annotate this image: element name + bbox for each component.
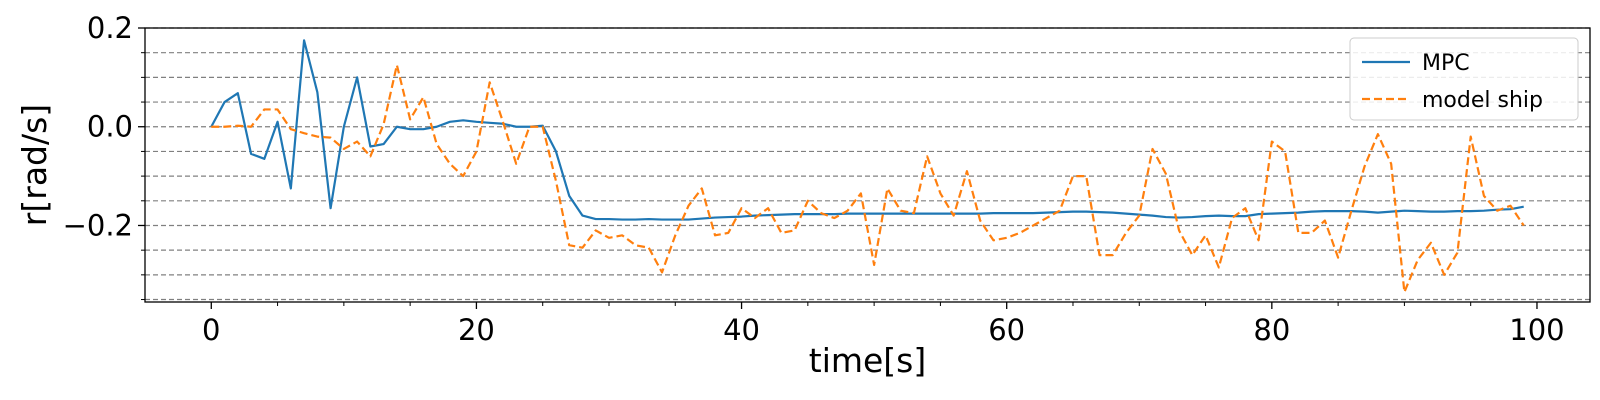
legend-label-0: MPC: [1422, 51, 1470, 76]
grid-layer: [145, 27, 1590, 301]
y-tick-label: 0.2: [87, 11, 133, 45]
series-line-1: [211, 63, 1525, 294]
x-tick-label: 80: [1253, 313, 1290, 347]
y-tick-label: 0.0: [87, 110, 133, 144]
y-axis-label: r[rad/s]: [15, 104, 54, 226]
axes-layer: 0 20 40 60 80 100 0.2 0.0 −0.2 time[s] r[rad/s]: [15, 11, 1591, 380]
x-tick-label: 60: [988, 313, 1025, 347]
x-tick-label: 0: [202, 313, 220, 347]
x-tick-label: 100: [1509, 313, 1564, 347]
legend: MPC model ship: [1349, 37, 1579, 121]
legend-label-1: model ship: [1422, 88, 1543, 113]
legend-box: [1349, 37, 1579, 121]
series-line-0: [210, 39, 1524, 221]
x-tick-label: 40: [723, 313, 760, 347]
plot-frame: [144, 27, 1591, 303]
series-layer: [210, 39, 1525, 294]
x-axis-label: time[s]: [809, 341, 927, 380]
y-tick-label: −0.2: [63, 208, 133, 242]
x-tick-label: 20: [458, 313, 495, 347]
